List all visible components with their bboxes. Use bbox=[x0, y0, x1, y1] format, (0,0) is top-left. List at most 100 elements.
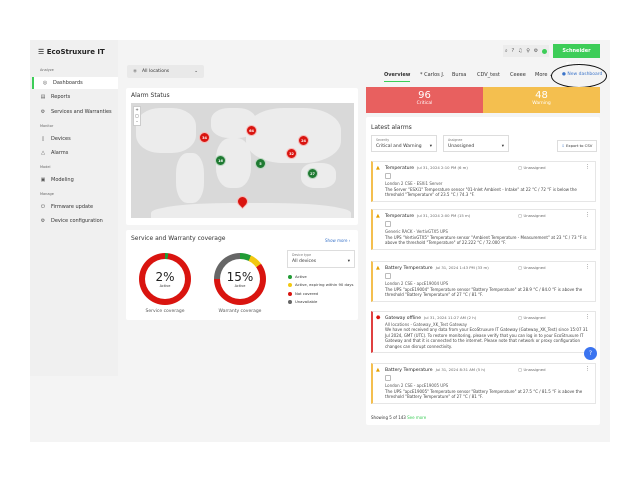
warning-icon: ▲ bbox=[376, 265, 380, 271]
assignee[interactable]: ◯ Unassigned bbox=[518, 165, 546, 170]
sidebar-item-services[interactable]: ⚙ Services and Warranties bbox=[40, 109, 112, 115]
download-icon: ⇩ bbox=[561, 143, 567, 148]
sidebar-item-dashboards[interactable]: ◎ Dashboards bbox=[32, 77, 118, 89]
sidebar-item-firmware[interactable]: ⏻ Firmware update bbox=[41, 204, 94, 210]
sidebar-item-alarms[interactable]: △ Alarms bbox=[41, 150, 69, 156]
search-icon[interactable]: ⌕ bbox=[504, 48, 508, 54]
modeling-icon: ▣ bbox=[40, 177, 46, 183]
device-type-select[interactable]: Device type All devices ▾ bbox=[287, 250, 355, 268]
config-icon: ⚙ bbox=[40, 218, 46, 224]
warning-kpi[interactable]: 48 Warning bbox=[483, 87, 600, 113]
lightbulb-icon[interactable]: ♀ bbox=[526, 48, 530, 54]
tab-overview[interactable]: Overview bbox=[384, 72, 411, 82]
sidebar-item-modeling[interactable]: ▣ Modeling bbox=[40, 177, 74, 183]
bell-icon[interactable]: ♫ bbox=[518, 48, 523, 54]
map-marker[interactable]: 24 bbox=[298, 135, 309, 146]
sidebar-item-reports[interactable]: ▤ Reports bbox=[40, 94, 71, 100]
dashboard-icon: ◎ bbox=[42, 80, 48, 86]
alarm-location: All locations - Gateway_XK_Test Gateway bbox=[385, 321, 468, 327]
map-marker[interactable]: 64 bbox=[246, 125, 257, 136]
map-zoom-controls[interactable]: + ▢ – bbox=[133, 106, 141, 126]
assignee[interactable]: ◯ Unassigned bbox=[518, 265, 546, 270]
legend-item: Unavailable bbox=[288, 299, 317, 304]
assignee[interactable]: ◯ Unassigned bbox=[518, 367, 546, 372]
legend-item: Not covered bbox=[288, 291, 318, 296]
map-marker[interactable]: 32 bbox=[286, 148, 297, 159]
see-more-link[interactable]: See more bbox=[407, 415, 427, 420]
severity-select[interactable]: Severity Critical and Warning ▾ bbox=[371, 135, 437, 152]
zoom-in-icon[interactable]: + bbox=[135, 107, 139, 112]
sidebar-section-model: Model bbox=[40, 165, 51, 169]
sidebar-item-devices[interactable]: ▯ Devices bbox=[41, 136, 71, 142]
service-caption: Service coverage bbox=[145, 309, 185, 314]
export-csv-button[interactable]: ⇩ Export to CSV bbox=[557, 140, 597, 152]
menu-icon[interactable]: ☰ bbox=[38, 48, 47, 56]
more-menu-icon[interactable]: ⋮ bbox=[585, 212, 590, 218]
alarm-card[interactable]: ⬣ Gateway offline Jul 31, 2024 11:27 AM (… bbox=[371, 311, 596, 353]
more-menu-icon[interactable]: ⋮ bbox=[585, 264, 590, 270]
more-menu-icon[interactable]: ⋮ bbox=[585, 164, 590, 170]
sidebar-section-analyze: Analyze bbox=[40, 68, 54, 72]
alarm-location: London 2 CSE - apcE19004 UPS bbox=[385, 281, 449, 286]
map-marker[interactable]: 16 bbox=[215, 155, 226, 166]
settings-icon[interactable]: ⚙ bbox=[533, 48, 539, 54]
alarm-title: Gateway offline bbox=[385, 316, 422, 321]
warning-icon: ▲ bbox=[376, 367, 380, 373]
warranty-donut: 15% Active bbox=[214, 253, 266, 305]
alarm-description: The UPS "apcE19004" Temperature sensor "… bbox=[385, 286, 583, 298]
select-icon[interactable]: ▢ bbox=[135, 113, 139, 118]
copy-icon[interactable] bbox=[385, 220, 391, 227]
show-more-link[interactable]: Show more › bbox=[325, 238, 351, 243]
assignee-select[interactable]: Assignee Unassigned ▾ bbox=[443, 135, 509, 152]
map-marker[interactable]: 27 bbox=[307, 168, 318, 179]
report-icon: ▤ bbox=[40, 94, 46, 100]
schneider-logo: Schneider Electric bbox=[553, 44, 600, 68]
device-icon: ▯ bbox=[41, 136, 45, 142]
alarm-card[interactable]: ▲ Battery Temperature Jul 31, 2024 1:43 P… bbox=[371, 261, 596, 302]
alarm-title: Battery Temperature bbox=[385, 266, 433, 271]
copy-icon[interactable] bbox=[385, 172, 391, 179]
tab-carlos[interactable]: * Carlos J. bbox=[420, 72, 445, 78]
sidebar-item-device-config[interactable]: ⚙ Device configuration bbox=[40, 218, 103, 224]
sidebar-section-manage: Manage bbox=[40, 192, 54, 196]
legend-item: Active, expiring within 90 days bbox=[288, 282, 354, 287]
chevron-down-icon: ▾ bbox=[347, 259, 350, 264]
legend-item: Active bbox=[288, 274, 307, 279]
alarm-card[interactable]: ▲ Temperature Jul 31, 2024 2:10 PM (6 m) … bbox=[371, 161, 596, 202]
warning-icon: ▲ bbox=[376, 165, 380, 171]
service-donut: 2% Active bbox=[139, 253, 191, 305]
more-menu-icon[interactable]: ⋮ bbox=[585, 314, 590, 320]
location-dropdown[interactable]: ◉ All locations ⌄ bbox=[127, 65, 204, 78]
alarm-location: Generic RACK - VertivGTX5 UPS bbox=[385, 229, 448, 234]
assignee[interactable]: ◯ Unassigned bbox=[518, 315, 546, 320]
alarm-card[interactable]: ▲ Battery Temperature Jul 31, 2024 8:31 A… bbox=[371, 363, 596, 404]
help-icon[interactable]: ? bbox=[511, 48, 515, 54]
copy-icon[interactable] bbox=[385, 374, 391, 381]
tab-ceeee[interactable]: Ceeee bbox=[510, 72, 526, 78]
alarm-description: The UPS "apcE19005" Temperature sensor "… bbox=[385, 388, 583, 400]
highlight-ellipse bbox=[551, 64, 607, 88]
alarm-location: London 2 CSE - ESXi1 Server bbox=[385, 181, 443, 186]
warranty-caption: Warranty coverage bbox=[218, 309, 262, 314]
copy-icon[interactable] bbox=[385, 272, 391, 279]
firmware-icon: ⏻ bbox=[41, 204, 45, 210]
warning-icon: ▲ bbox=[376, 213, 380, 219]
tab-bursa[interactable]: Bursa bbox=[452, 72, 467, 78]
alarm-title: Battery Temperature bbox=[385, 368, 433, 373]
map-marker[interactable]: 34 bbox=[199, 132, 210, 143]
assignee[interactable]: ◯ Unassigned bbox=[518, 213, 546, 218]
coverage-title: Service and Warranty coverage bbox=[131, 235, 226, 242]
more-menu-icon[interactable]: ⋮ bbox=[585, 366, 590, 372]
services-icon: ⚙ bbox=[40, 109, 46, 115]
service-label: Active bbox=[159, 284, 171, 288]
status-dot-icon bbox=[542, 48, 548, 54]
help-fab-button[interactable]: ? bbox=[584, 347, 597, 360]
app-logo[interactable]: ☰ EcoStruxure IT bbox=[38, 48, 105, 56]
tab-cdv-test[interactable]: CDV_test bbox=[477, 72, 500, 78]
alarm-time: Jul 31, 2024 8:31 AM (5 h) bbox=[435, 367, 486, 372]
location-icon: ◉ bbox=[133, 69, 137, 74]
critical-kpi[interactable]: 96 Critical bbox=[366, 87, 483, 113]
alarm-card[interactable]: ▲ Temperature Jul 31, 2024 2:00 PM (15 m)… bbox=[371, 209, 596, 250]
zoom-out-icon[interactable]: – bbox=[136, 119, 138, 124]
map-marker[interactable]: 5 bbox=[255, 158, 266, 169]
